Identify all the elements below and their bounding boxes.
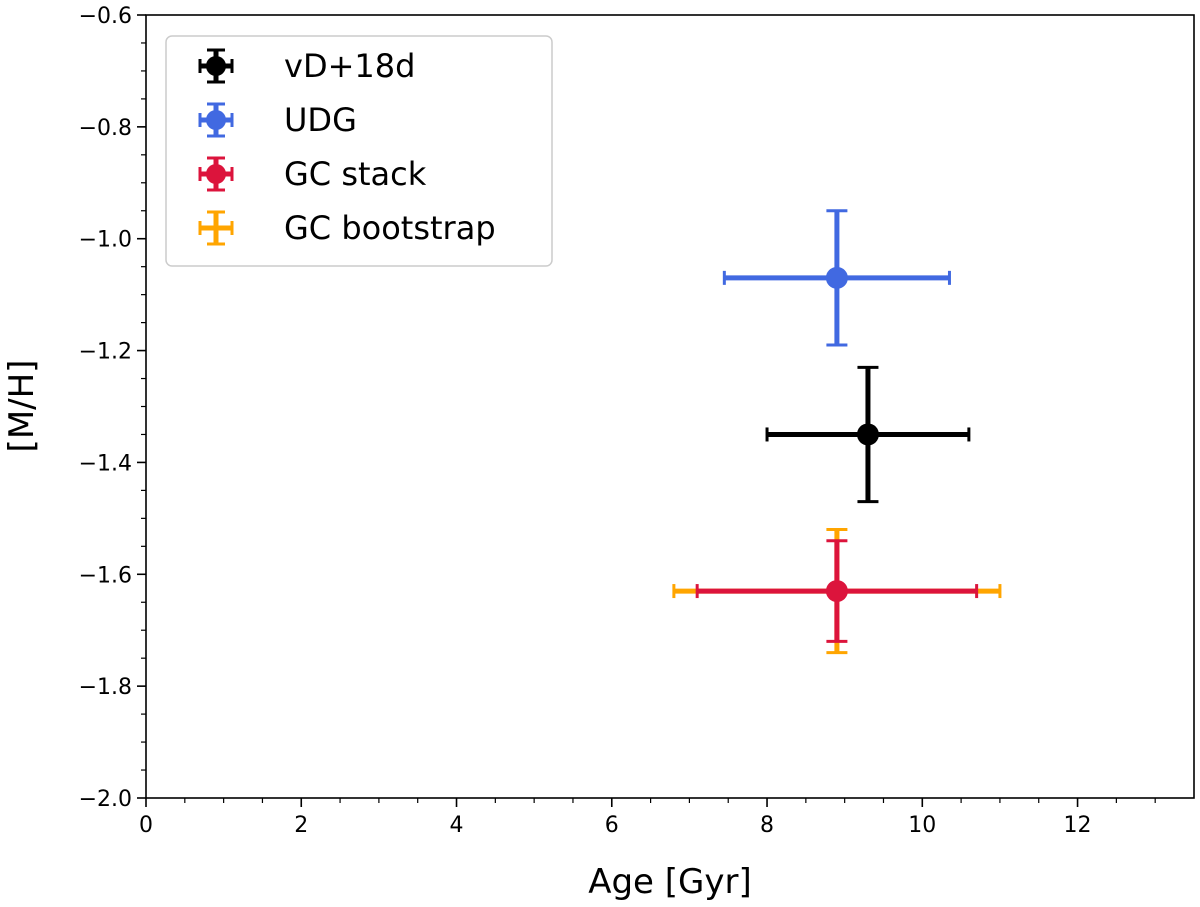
legend-marker [206,110,226,130]
ticks-layer: 0 2 4 6 8 10 12 −2.0 −1.8 −1.6 −1.4 −1.2 −1.0 −0.8 −0.… [79,4,1156,838]
y-tick-label: −0.8 [79,116,132,141]
series-layer [672,209,1002,655]
data-point [825,580,848,603]
legend-entry-gc-bootstrap: GC bootstrap [198,209,496,247]
series-udg [722,209,951,347]
legend-marker [206,56,226,76]
y-tick-label: −1.0 [79,228,132,253]
y-tick-label: −1.2 [79,340,132,365]
y-tick-label: −0.6 [79,4,132,29]
legend-entry-vd-18d: vD+18d [198,47,415,85]
legend-label: vD+18d [284,47,415,85]
legend-entry-gc-stack: GC stack [198,155,427,193]
y-tick-label: −1.4 [79,451,132,476]
legend-box [165,35,553,267]
legend-label: GC stack [284,155,427,193]
legend-entry-udg: UDG [198,101,357,139]
legend-label: UDG [284,101,357,139]
series-vd-18d [765,365,971,504]
legend-label: GC bootstrap [284,209,496,247]
legend: vD+18d UDG GC stack GC bootstrap [165,35,553,267]
x-tick-label: 0 [139,813,153,838]
series-gc-stack [695,539,979,643]
x-tick-label: 4 [450,813,464,838]
y-axis-label: [M/H] [2,360,42,453]
data-point [825,266,848,289]
x-tick-label: 8 [760,813,774,838]
legend-marker [206,164,226,184]
y-tick-label: −1.6 [79,563,132,588]
x-axis-label: Age [Gyr] [588,862,752,902]
x-tick-label: 10 [908,813,936,838]
x-tick-label: 2 [294,813,308,838]
y-tick-label: −2.0 [79,787,132,812]
y-tick-label: −1.8 [79,675,132,700]
x-tick-label: 12 [1064,813,1092,838]
legend-entries: vD+18d UDG GC stack GC bootstrap [198,47,496,247]
data-point [856,423,879,446]
x-tick-label: 6 [605,813,619,838]
